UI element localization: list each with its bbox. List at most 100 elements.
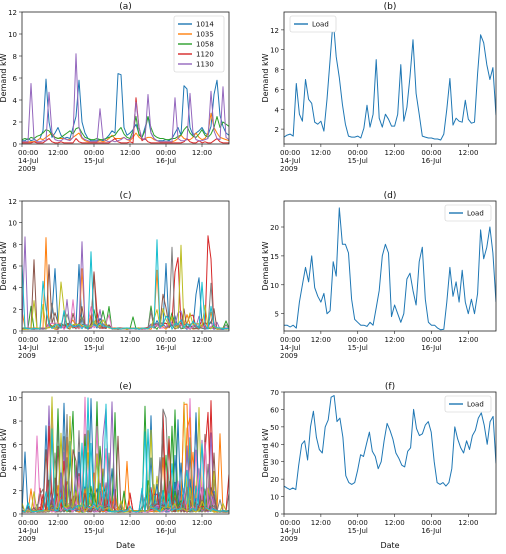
series-line-d-Load xyxy=(284,207,496,331)
x-tick-label-d: 12:00 xyxy=(311,336,331,344)
y-tick-label-d: 5 xyxy=(275,311,279,319)
legend-f: Load xyxy=(444,395,492,413)
x-tick-label-b: 00:00 xyxy=(421,149,441,157)
x-tick-label-d: 00:00 xyxy=(348,336,368,344)
x-tick-label-e: 12:00 xyxy=(48,519,68,527)
y-tick-label-b: 2 xyxy=(275,126,279,134)
axes-frame-e xyxy=(21,391,230,515)
series-line-c-s9 xyxy=(22,239,229,330)
x-tick-label-c: 2009 xyxy=(18,352,36,360)
x-tick-label-d: 12:00 xyxy=(385,336,405,344)
plot-area-e xyxy=(22,396,229,513)
legend-label-d: Load xyxy=(467,210,484,218)
x-tick-label-b: 12:00 xyxy=(458,149,478,157)
y-axis-label-c: Demand kW xyxy=(0,241,8,290)
x-tick-label-a: 12:00 xyxy=(48,149,68,157)
x-tick-label-e: 15-Jul xyxy=(84,527,104,535)
x-tick-label-a: 12:00 xyxy=(120,149,140,157)
chart-title-e: (e) xyxy=(119,382,132,392)
x-tick-label-c: 15-Jul xyxy=(84,344,104,352)
legend-box-a xyxy=(173,15,225,73)
x-tick-label-e: 16-Jul xyxy=(156,527,176,535)
x-tick-label-a: 12:00 xyxy=(192,149,212,157)
x-tick-label-c: 14-Jul xyxy=(18,344,38,352)
chart-title-f: (f) xyxy=(385,382,395,392)
y-axis-label-d: Demand kW xyxy=(261,241,270,290)
x-tick-label-b: 15-Jul xyxy=(348,157,368,165)
x-tick-label-f: 15-Jul xyxy=(348,527,368,535)
x-tick-label-d: 12:00 xyxy=(458,336,478,344)
series-line-a-1120 xyxy=(22,97,229,144)
y-axis-label-b: Demand kW xyxy=(261,53,270,102)
x-tick-label-b: 00:00 xyxy=(280,149,300,157)
y-tick-label-f: 60 xyxy=(270,406,279,414)
x-tick-label-a: 15-Jul xyxy=(84,157,104,165)
x-tick-label-e: 14-Jul xyxy=(18,527,38,535)
x-tick-label-d: 00:00 xyxy=(280,336,300,344)
axes-frame-f xyxy=(283,391,497,515)
axes-frame-b xyxy=(283,11,497,145)
y-tick-label-e: 10 xyxy=(8,395,17,403)
plot-area-d xyxy=(284,207,496,331)
legend-label-f: Load xyxy=(467,401,484,409)
legend-label-a: 1120 xyxy=(196,51,214,59)
chart-title-a: (a) xyxy=(119,2,132,12)
y-tick-label-c: 10 xyxy=(8,220,17,228)
x-tick-label-b: 12:00 xyxy=(385,149,405,157)
x-tick-label-a: 00:00 xyxy=(156,149,176,157)
chart-title-d: (d) xyxy=(384,191,397,201)
y-tick-label-b: 10 xyxy=(270,47,279,55)
series-line-e-s39 xyxy=(22,403,229,513)
legend-b: Load xyxy=(289,15,337,33)
y-tick-label-d: 10 xyxy=(270,282,279,290)
y-tick-label-c: 0 xyxy=(13,328,17,336)
y-tick-label-e: 6 xyxy=(13,441,18,449)
y-tick-label-c: 2 xyxy=(13,306,17,314)
x-tick-label-c: 12:00 xyxy=(48,336,68,344)
x-tick-label-b: 14-Jul xyxy=(280,157,300,165)
y-axis-label-a: Demand kW xyxy=(0,53,8,102)
x-tick-label-f: 14-Jul xyxy=(280,527,300,535)
series-line-c-s7 xyxy=(22,246,229,330)
x-tick-label-d: 15-Jul xyxy=(348,344,368,352)
x-tick-label-a: 14-Jul xyxy=(18,157,38,165)
legend-box-d xyxy=(444,204,492,222)
legend-box-b xyxy=(289,15,337,33)
x-tick-label-b: 00:00 xyxy=(348,149,368,157)
x-tick-label-e: 2009 xyxy=(18,535,36,543)
y-tick-label-f: 70 xyxy=(270,389,279,397)
plot-area-a xyxy=(22,53,229,144)
x-tick-label-c: 00:00 xyxy=(84,336,104,344)
legend-label-a: 1130 xyxy=(196,61,214,69)
plot-area-f xyxy=(284,395,496,491)
x-tick-label-d: 2009 xyxy=(280,352,298,360)
legend-label-a: 1035 xyxy=(196,31,214,39)
series-line-a-1014 xyxy=(22,73,229,142)
x-tick-label-c: 00:00 xyxy=(18,336,38,344)
y-tick-label-a: 6 xyxy=(13,75,18,83)
y-tick-label-d: 15 xyxy=(270,253,279,261)
series-line-a-1035 xyxy=(22,112,229,143)
y-tick-label-a: 8 xyxy=(13,53,17,61)
series-line-e-s38 xyxy=(22,396,229,513)
y-tick-label-f: 10 xyxy=(270,494,279,502)
x-tick-label-f: 2009 xyxy=(280,535,298,543)
y-tick-label-a: 0 xyxy=(13,141,17,149)
plot-area-c xyxy=(22,235,229,330)
legend-label-a: 1058 xyxy=(196,41,214,49)
x-tick-label-e: 00:00 xyxy=(84,519,104,527)
y-tick-label-b: 4 xyxy=(275,106,280,114)
y-tick-label-a: 4 xyxy=(13,97,18,105)
series-line-c-s8 xyxy=(22,244,229,330)
y-tick-label-a: 10 xyxy=(8,31,17,39)
x-axis-label-f: Date xyxy=(380,541,399,550)
y-tick-label-a: 2 xyxy=(13,119,17,127)
x-tick-label-e: 00:00 xyxy=(156,519,176,527)
y-tick-label-a: 12 xyxy=(8,9,17,17)
x-tick-label-b: 2009 xyxy=(280,165,298,173)
chart-title-c: (c) xyxy=(120,191,132,201)
y-tick-label-c: 8 xyxy=(13,241,17,249)
